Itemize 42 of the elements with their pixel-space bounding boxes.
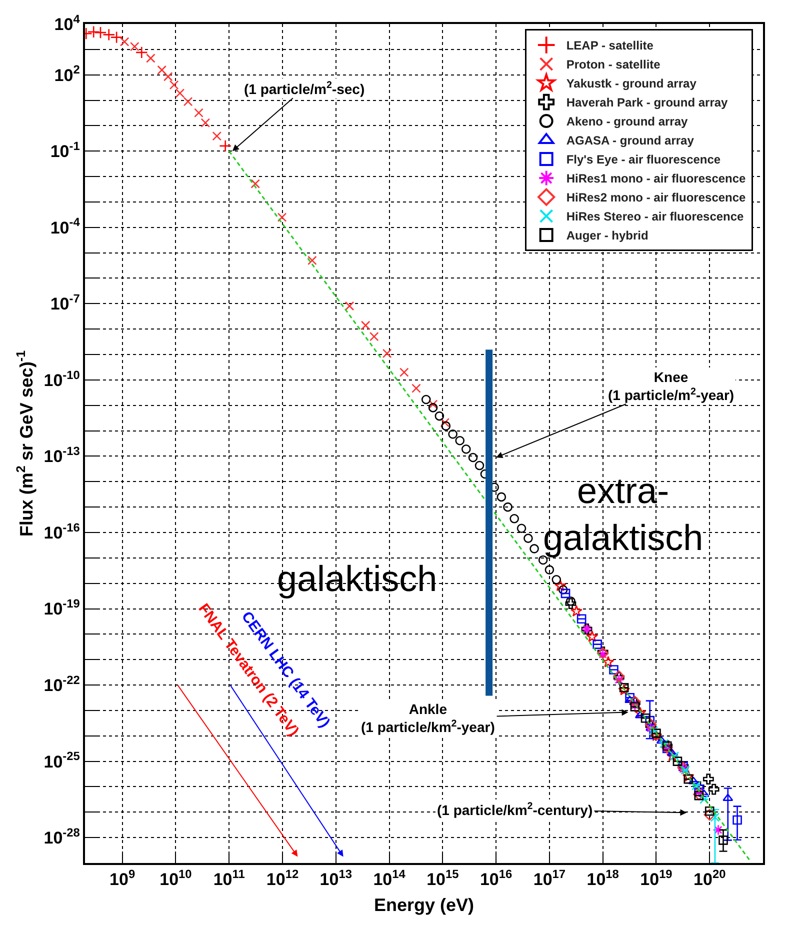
x-tick-label: 10$^{15}$: [426, 867, 460, 890]
y-tick-label: 10$^{2}$: [54, 62, 80, 85]
x-tick-label: 10$^{17}$: [533, 867, 566, 890]
legend-label: HiRes1 mono - air fluorescence: [566, 172, 746, 186]
y-tick-label: 10$^{-1}$: [50, 138, 80, 162]
x-tick-label: 10$^{13}$: [320, 867, 352, 890]
x-tick-label: 10$^{12}$: [266, 867, 299, 890]
annotation: (1 particle/m$^{2}$-sec): [244, 80, 365, 97]
x-tick-label: 10$^{14}$: [373, 867, 406, 890]
y-tick-label: 10$^{-28}$: [44, 825, 80, 848]
x-tick-label: 10$^{20}$: [694, 867, 726, 890]
legend-label: Akeno - ground array: [566, 114, 688, 129]
annotation: Knee (1 particle/m$^{2}$-year): [608, 369, 734, 404]
x-tick-label: 10$^{10}$: [160, 867, 192, 890]
y-tick-label: 10$^{-13}$: [44, 444, 80, 466]
x-tick-label: 10$^{11}$: [213, 867, 246, 890]
legend-label: AGASA - ground array: [566, 134, 694, 148]
y-tick-label: 10$^{-10}$: [44, 368, 80, 390]
annotation: Ankle (1 particle/km$^{2}$-year): [361, 701, 495, 736]
y-tick-label: 10$^{-22}$: [44, 672, 80, 695]
y-tick-label: 10$^{-7}$: [50, 291, 80, 314]
legend-label: Auger - hybrid: [566, 228, 648, 243]
y-tick-label: 10$^{-19}$: [44, 596, 80, 619]
annotation: extra- galaktisch: [543, 470, 704, 558]
y-tick-label: 10$^{-16}$: [44, 520, 80, 542]
x-tick-label: 10$^{19}$: [640, 867, 673, 890]
legend-label: Proton - satellite: [566, 58, 661, 72]
annotation: (1 particle/km$^{2}$-century): [437, 801, 593, 818]
legend-label: Haverah Park - ground array: [566, 96, 728, 110]
legend-label: Yakustk - ground array: [566, 76, 697, 91]
legend-label: LEAP - satellite: [566, 38, 654, 53]
x-axis-title: Energy (eV): [374, 894, 474, 915]
y-tick-label: 10$^{-25}$: [44, 749, 80, 772]
y-tick-label: 10$^{-4}$: [50, 215, 80, 238]
x-tick-label: 10$^{16}$: [480, 867, 513, 890]
x-tick-label: 10$^{18}$: [586, 867, 620, 890]
annotation: galaktisch: [277, 558, 438, 599]
y-tick-label: 10$^{4}$: [54, 12, 80, 34]
legend-label: Fly's Eye - air fluorescence: [566, 152, 721, 167]
legend-label: HiRes2 mono - air fluorescence: [566, 190, 746, 205]
x-tick-label: 10$^{9}$: [110, 867, 136, 890]
legend-label: HiRes Stereo - air fluorescence: [566, 210, 744, 224]
